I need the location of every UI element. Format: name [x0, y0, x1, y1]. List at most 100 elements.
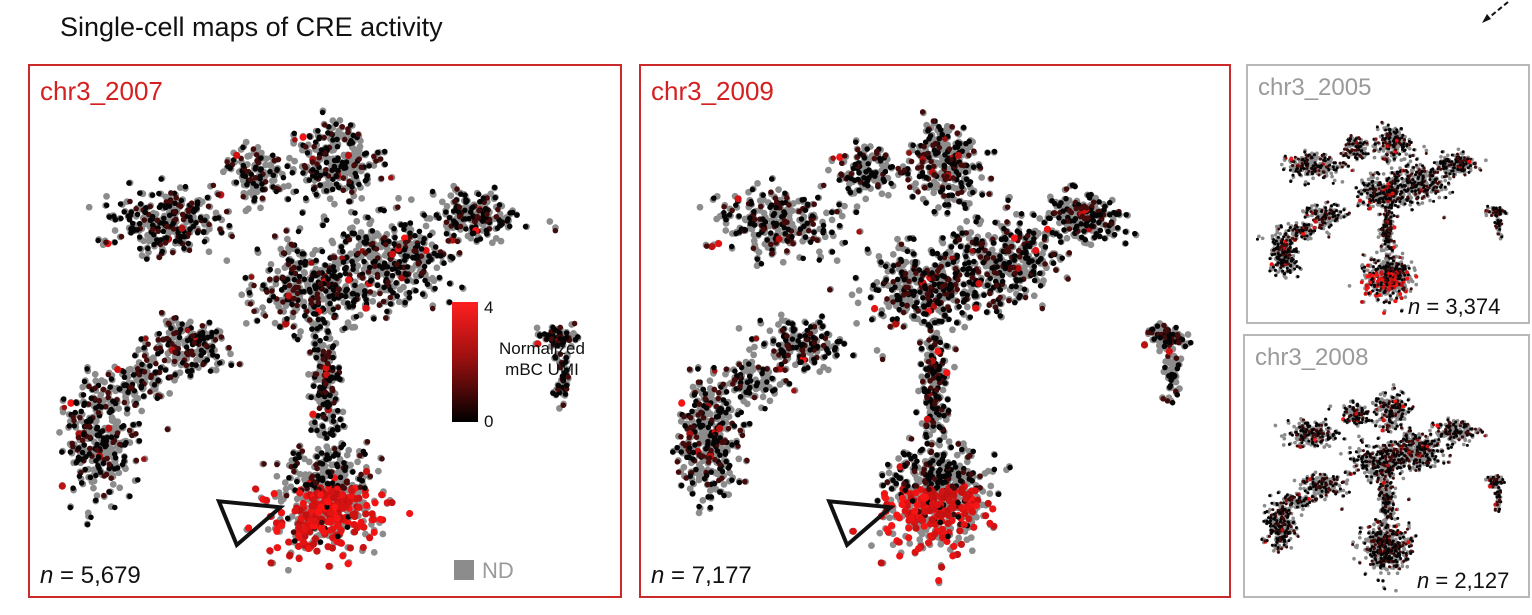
nd-cell-point — [937, 540, 945, 548]
nd-cell-point — [868, 542, 875, 549]
cell-point — [79, 437, 86, 444]
cell-point — [350, 132, 357, 139]
cell-point — [402, 239, 409, 246]
cell-point — [334, 143, 341, 150]
cell-point — [286, 282, 293, 289]
cell-point — [476, 207, 482, 214]
cell-point — [371, 263, 378, 270]
cell-point — [324, 452, 330, 458]
nd-cell-point — [968, 547, 976, 555]
cell-point — [80, 431, 87, 438]
cell-point — [120, 369, 127, 375]
cell-point — [273, 275, 280, 282]
cell-point — [289, 266, 295, 273]
nd-cell-point — [339, 408, 347, 416]
nd-cell-point — [291, 157, 299, 165]
cell-point — [104, 455, 111, 462]
cell-point — [416, 228, 423, 235]
cell-point — [267, 559, 275, 567]
nd-cell-point — [906, 540, 914, 547]
cell-point — [451, 221, 458, 227]
nd-cell-point — [546, 218, 554, 225]
cell-point — [349, 511, 357, 519]
cell-point — [320, 528, 328, 536]
cell-point — [189, 361, 195, 368]
cell-point — [341, 485, 348, 491]
cell-point — [119, 424, 125, 430]
cell-point — [334, 424, 341, 430]
figure-title: Single-cell maps of CRE activity — [60, 12, 443, 42]
nd-cell-point — [286, 154, 293, 162]
cell-point — [240, 162, 247, 169]
cell-point — [329, 385, 335, 392]
nd-cell-point — [104, 448, 112, 456]
cell-point — [316, 491, 325, 499]
cell-point — [406, 289, 413, 296]
cell-point — [135, 477, 141, 483]
cell-point — [381, 235, 388, 241]
cell-point — [311, 517, 319, 525]
cell-point — [370, 516, 378, 524]
cell-point — [327, 300, 333, 307]
cell-point — [333, 490, 341, 498]
cell-point — [206, 221, 212, 228]
cell-point — [317, 337, 323, 344]
cell-point — [92, 385, 98, 391]
cell-point — [323, 187, 330, 194]
nd-cell-point — [90, 484, 97, 492]
nd-cell-point — [257, 204, 264, 212]
cell-point — [153, 345, 159, 352]
cell-point — [426, 253, 432, 259]
cell-point — [335, 304, 341, 311]
cell-point — [155, 337, 162, 343]
cell-point — [462, 192, 468, 198]
nd-cell-point — [407, 196, 415, 203]
cell-point — [301, 303, 308, 310]
cell-point — [308, 300, 315, 307]
cell-count-label: n = 5,679 — [40, 562, 141, 589]
cell-point — [467, 209, 474, 215]
cell-point — [436, 274, 443, 281]
cell-point — [317, 281, 324, 287]
cell-point — [555, 382, 562, 389]
cell-point — [537, 332, 543, 338]
cell-point — [324, 504, 330, 510]
cell-point — [361, 239, 367, 245]
cell-point — [479, 218, 486, 224]
nd-cell-point — [284, 235, 291, 243]
cell-point — [456, 250, 463, 256]
cell-point — [456, 204, 463, 211]
cell-point — [290, 295, 297, 302]
cell-point — [280, 299, 286, 305]
cell-point — [299, 499, 307, 507]
cell-point — [136, 438, 143, 444]
cell-point — [205, 203, 212, 210]
cell-point — [443, 231, 450, 237]
cell-point — [188, 200, 195, 206]
cell-point — [233, 151, 241, 159]
cell-point — [72, 409, 78, 416]
cell-point — [380, 298, 387, 305]
cell-point — [223, 208, 230, 215]
cell-point — [401, 247, 408, 253]
cell-point — [344, 524, 351, 530]
cell-point — [443, 219, 450, 225]
nd-cell-point — [268, 177, 276, 185]
cell-point — [148, 374, 154, 381]
cell-point — [344, 151, 353, 159]
cell-point — [154, 239, 161, 245]
cell-point — [320, 316, 326, 323]
cell-point — [496, 218, 503, 224]
cell-point — [363, 296, 369, 303]
cell-point — [335, 167, 341, 174]
cell-point — [338, 444, 344, 451]
cell-point — [290, 287, 297, 294]
nd-cell-point — [219, 168, 227, 176]
cell-point — [338, 292, 345, 299]
cell-point — [362, 250, 369, 256]
cell-point — [316, 155, 323, 161]
cell-point — [457, 223, 464, 230]
cell-point — [294, 478, 300, 485]
cell-point — [155, 377, 162, 384]
cell-point — [294, 248, 301, 255]
